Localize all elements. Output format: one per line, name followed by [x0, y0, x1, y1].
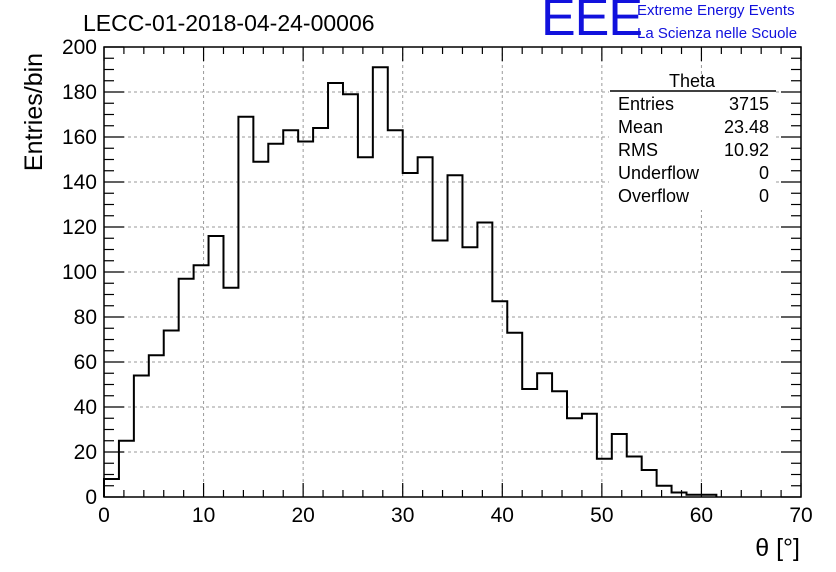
histogram-bin: [567, 418, 582, 497]
histogram-bin: [343, 94, 358, 497]
eee-logo-text: EEE: [541, 0, 643, 47]
histogram-bin: [492, 301, 507, 497]
histogram-bin: [612, 434, 627, 497]
x-tick-label: 30: [391, 504, 414, 527]
axis-ticks: 0 10 20 30 40 50 60 70 0 20 40 60 80 100 120 140 160 180 2…: [62, 36, 813, 527]
histogram-bin: [433, 241, 448, 498]
stats-row-value: 3715: [729, 94, 769, 114]
x-tick-label: 20: [291, 504, 314, 527]
histogram-bin: [597, 459, 612, 497]
stats-row-label: Overflow: [618, 186, 690, 206]
histogram-bin: [119, 441, 134, 497]
histogram-bin: [104, 479, 119, 497]
stats-row-value: 23.48: [724, 117, 769, 137]
histogram-bin: [373, 67, 388, 497]
stats-title: Theta: [669, 71, 716, 91]
stats-box: Theta Entries 3715 Mean 23.48 RMS 10.92 Underf…: [609, 71, 776, 210]
histogram-bin: [522, 389, 537, 497]
histogram-bin: [164, 331, 179, 498]
histogram-bin: [253, 162, 268, 497]
stats-row-value: 0: [759, 186, 769, 206]
histogram-bin: [313, 128, 328, 497]
histogram-bin: [223, 288, 238, 497]
histogram-bin: [448, 175, 463, 497]
histogram-bin: [403, 173, 418, 497]
y-axis-label: Entries/bin: [20, 53, 48, 171]
stats-row-value: 0: [759, 163, 769, 183]
histogram-bin: [388, 130, 403, 497]
histogram-bin: [477, 223, 492, 498]
y-tick-label: 20: [74, 441, 97, 464]
histogram-bin: [582, 414, 597, 497]
stats-row-value: 10.92: [724, 140, 769, 160]
x-tick-label: 50: [590, 504, 613, 527]
y-tick-label: 180: [62, 81, 97, 104]
histogram-bin: [298, 142, 313, 498]
x-axis-label: θ [°]: [755, 534, 800, 562]
histogram-bin: [418, 157, 433, 497]
x-tick-label: 0: [98, 504, 110, 527]
x-tick-label: 40: [491, 504, 514, 527]
histogram-bin: [194, 265, 209, 497]
stats-row-label: RMS: [618, 140, 658, 160]
y-tick-label: 120: [62, 216, 97, 239]
y-tick-label: 40: [74, 396, 97, 419]
logo-tagline-1: Extreme Energy Events: [637, 2, 795, 19]
histogram-bin: [627, 457, 642, 498]
stats-row-label: Underflow: [618, 163, 700, 183]
y-tick-label: 200: [62, 36, 97, 59]
histogram-bin: [134, 376, 149, 498]
histogram-bin: [657, 486, 672, 497]
stats-row-label: Mean: [618, 117, 663, 137]
y-tick-label: 100: [62, 261, 97, 284]
page-title: LECC-01-2018-04-24-00006: [83, 10, 375, 36]
histogram-bin: [149, 355, 164, 497]
histogram-bin: [462, 247, 477, 497]
x-tick-label: 70: [789, 504, 812, 527]
histogram-bin: [507, 333, 522, 497]
histogram-bin: [328, 83, 343, 497]
histogram-bars: [103, 66, 718, 498]
histogram-bin: [209, 236, 224, 497]
y-tick-label: 0: [85, 486, 97, 509]
logo-tagline-2: La Scienza nelle Scuole: [637, 25, 798, 42]
histogram-bin: [238, 117, 253, 497]
y-tick-label: 60: [74, 351, 97, 374]
histogram-bin: [358, 157, 373, 497]
stats-row-label: Entries: [618, 94, 674, 114]
x-tick-label: 10: [192, 504, 215, 527]
stats-box-background: [609, 86, 776, 210]
histogram-bin: [642, 470, 657, 497]
histogram-bin: [537, 373, 552, 497]
histogram-bin: [179, 279, 194, 497]
x-tick-label: 60: [690, 504, 713, 527]
y-tick-label: 140: [62, 171, 97, 194]
histogram-outline: [103, 66, 718, 497]
y-tick-label: 160: [62, 126, 97, 149]
histogram-bin: [268, 144, 283, 497]
histogram-bin: [283, 130, 298, 497]
y-tick-label: 80: [74, 306, 97, 329]
